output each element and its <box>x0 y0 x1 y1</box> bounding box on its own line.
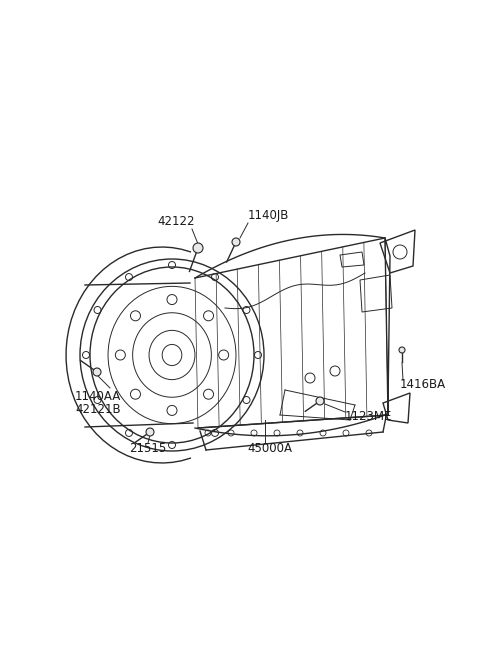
Text: 1416BA: 1416BA <box>400 378 446 391</box>
Text: 1140AA: 1140AA <box>75 390 121 403</box>
Circle shape <box>399 347 405 353</box>
Text: 21515: 21515 <box>130 442 167 455</box>
Text: 1123ME: 1123ME <box>345 410 392 423</box>
Circle shape <box>146 428 154 436</box>
Text: 45000A: 45000A <box>248 442 292 455</box>
Circle shape <box>232 238 240 246</box>
Circle shape <box>316 397 324 405</box>
Text: 1140JB: 1140JB <box>248 209 289 222</box>
Circle shape <box>193 243 203 253</box>
Text: 42121B: 42121B <box>75 403 120 416</box>
Circle shape <box>93 368 101 376</box>
Text: 42122: 42122 <box>157 215 195 228</box>
